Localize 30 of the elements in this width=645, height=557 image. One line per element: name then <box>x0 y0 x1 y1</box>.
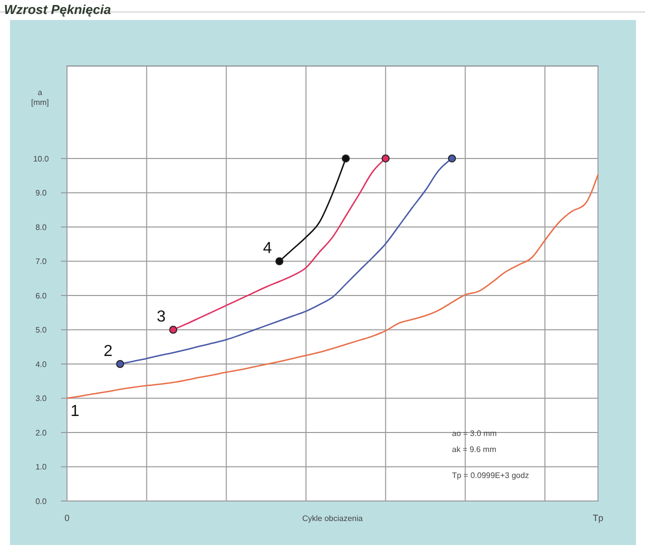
chart-title: Wzrost Pęknięcia <box>4 2 111 17</box>
point <box>342 154 350 162</box>
line-series <box>66 174 599 399</box>
x-tick-label: 0 <box>64 513 70 523</box>
y-tick-label: 10.0 <box>33 154 50 164</box>
x-axis-title: Cykle obciazenia <box>302 514 364 523</box>
point <box>169 326 178 334</box>
y-tick-label: 1.0 <box>35 462 48 472</box>
y-tick-label: 6.0 <box>35 291 48 300</box>
point <box>448 154 456 162</box>
series-label: 3 <box>156 308 166 326</box>
y-tick-label: 3.0 <box>35 394 48 404</box>
point <box>382 154 390 162</box>
y-axis-title: a [mm] <box>31 88 49 107</box>
y-tick-label: 9.0 <box>35 188 48 198</box>
y-tick-label: 0.0 <box>35 497 48 506</box>
annotation: ao = 3.0 mm <box>452 429 498 438</box>
y-tick-label: 7.0 <box>35 257 48 266</box>
series-label: 4 <box>262 240 272 258</box>
y-tick-label: 4.0 <box>35 360 48 369</box>
annotation: ak = 9.6 mm <box>452 445 497 454</box>
y-tick-label: 8.0 <box>35 222 48 232</box>
series-label: 2 <box>104 342 113 360</box>
point <box>275 257 284 266</box>
annotation: Tp = 0.0999E+3 godz <box>452 471 529 480</box>
y-tick-label: 5.0 <box>35 326 48 335</box>
x-tick-label: Tp <box>592 513 604 523</box>
y-tick-label: 2.0 <box>35 428 48 438</box>
point <box>116 360 124 368</box>
series-label: 1 <box>70 403 80 420</box>
